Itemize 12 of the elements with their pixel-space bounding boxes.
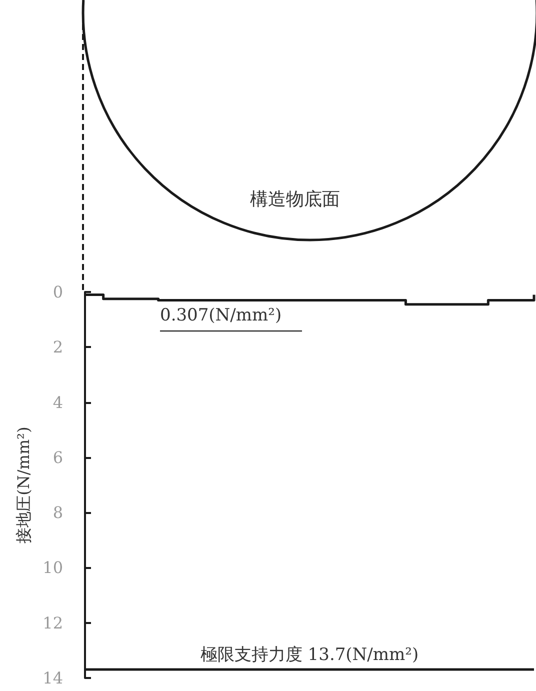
- ref-line-label: 極限支持力度 13.7(N/mm²): [200, 645, 419, 666]
- y-tick-label: 14: [42, 668, 63, 688]
- y-tick-label: 12: [42, 613, 63, 632]
- y-tick-label: 4: [52, 392, 63, 412]
- y-tick-label: 0: [52, 282, 63, 302]
- text: 構造物底面: [250, 188, 340, 211]
- y-tick-label: 6: [52, 448, 63, 467]
- y-tick-label: 2: [52, 338, 63, 357]
- y-tick-label: 8: [52, 503, 63, 522]
- y-axis-title: 接地圧(N/mm²): [14, 426, 34, 544]
- y-tick-label: 10: [42, 558, 63, 578]
- annotation: 0.307(N/mm²): [160, 306, 282, 326]
